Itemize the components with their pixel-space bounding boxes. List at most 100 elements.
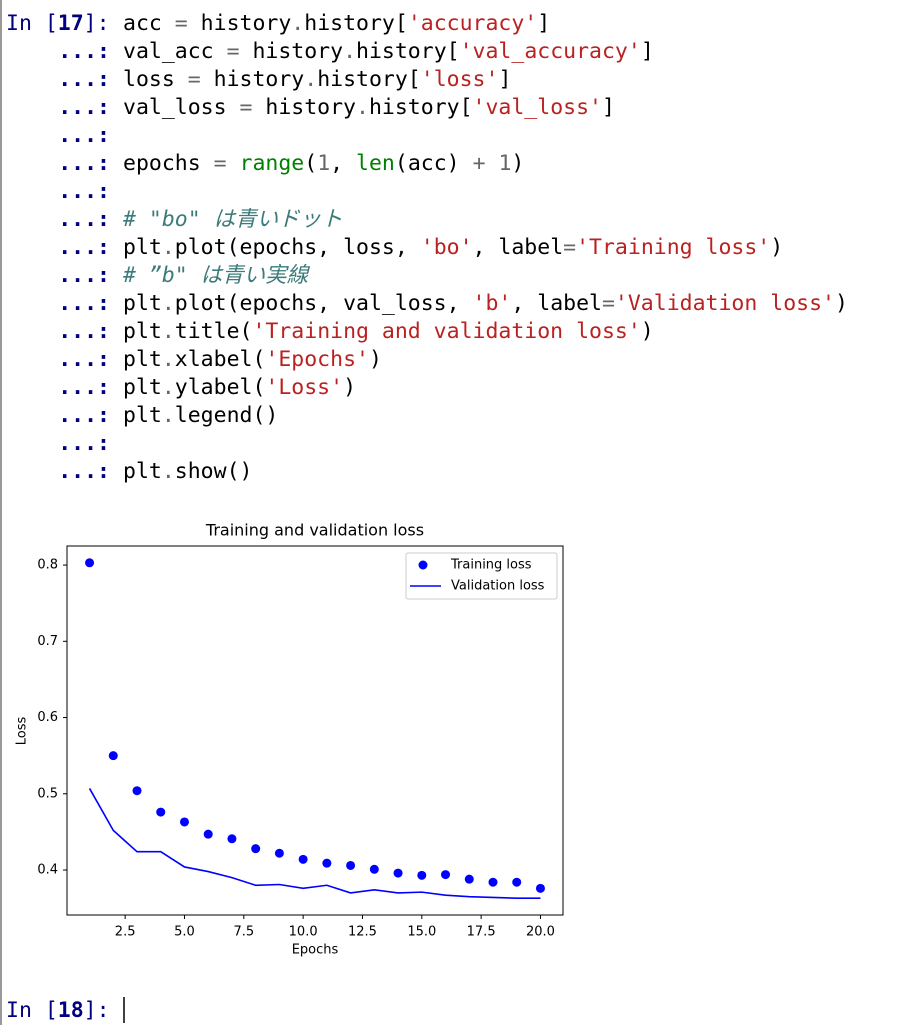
continuation-prompt: ...: (58, 291, 110, 316)
data-point (417, 870, 427, 880)
code-token: = (563, 235, 576, 260)
code-token: In [ (6, 998, 58, 1023)
data-point (512, 877, 522, 887)
code-line: plt.plot(epochs, loss, 'bo', label='Trai… (123, 235, 783, 260)
continuation-prompt: ...: (58, 375, 110, 400)
x-tick-label: 7.5 (233, 925, 254, 940)
code-line: val_acc = history.history['val_accuracy'… (123, 39, 654, 64)
code-token: ]: (84, 998, 110, 1023)
code-token: plt (123, 319, 162, 344)
continuation-prompt: ...: (58, 39, 110, 64)
code-token: legend() (175, 403, 279, 428)
code-token: 18 (58, 998, 84, 1023)
code-token: ] (498, 67, 511, 92)
y-tick-label: 0.6 (37, 710, 58, 725)
code-token: history[ (304, 11, 408, 36)
input-prompt: In [17]: (6, 11, 110, 36)
code-token: epochs (123, 151, 214, 176)
code-token: ) (835, 291, 848, 316)
data-line (88, 788, 541, 900)
code-token: plot(epochs, val_loss, (175, 291, 473, 316)
code-token: In [ (6, 11, 58, 36)
code-token: = (240, 95, 253, 120)
data-point (274, 848, 284, 858)
code-token: history (240, 39, 344, 64)
axes-frame (66, 545, 564, 916)
legend-marker (418, 560, 428, 570)
code-line: # ”b" は青い実線 (122, 263, 311, 288)
x-tick-label: 2.5 (115, 925, 136, 940)
next-prompt: In [18]: (6, 998, 110, 1023)
data-point (251, 844, 261, 854)
code-token: plt (123, 403, 162, 428)
x-tick-label: 15.0 (407, 925, 436, 940)
data-point (108, 751, 118, 761)
code-token: ] (602, 95, 615, 120)
data-point (346, 860, 356, 870)
code-token: val_loss (123, 95, 240, 120)
code-token: history[ (317, 67, 421, 92)
y-tick-label: 0.7 (37, 634, 58, 649)
code-token: ) (641, 319, 654, 344)
code-token: 'Loss' (265, 375, 343, 400)
code-token: , label (511, 291, 602, 316)
continuation-prompt: ...: (58, 431, 110, 456)
x-tick-label: 20.0 (526, 925, 555, 940)
continuation-prompt: ...: (58, 263, 110, 288)
code-token: ]: (84, 11, 110, 36)
data-point (464, 874, 474, 884)
x-tick-label: 17.5 (467, 925, 496, 940)
code-token: history (201, 67, 305, 92)
code-token: 'accuracy' (408, 11, 537, 36)
legend-label: Training loss (450, 558, 532, 573)
code-token: (acc) (395, 151, 473, 176)
code-line: plt.legend() (123, 403, 278, 428)
code-line: plt.title('Training and validation loss'… (123, 319, 654, 344)
code-token: . (162, 459, 175, 484)
code-token: 17 (58, 11, 84, 36)
code-token: history[ (356, 39, 460, 64)
code-token: = (188, 67, 201, 92)
y-tick-label: 0.5 (37, 786, 58, 801)
continuation-prompt: ...: (58, 123, 110, 148)
continuation-prompt: ...: (58, 319, 110, 344)
data-point (488, 877, 498, 887)
code-line: epochs = range(1, len(acc) + 1) (123, 151, 524, 176)
code-token: 'Epochs' (265, 347, 369, 372)
code-line: plt.show() (123, 459, 252, 484)
continuation-prompt: ...: (58, 95, 110, 120)
code-token: history (188, 11, 292, 36)
code-token: . (162, 291, 175, 316)
code-token: 'b' (473, 291, 512, 316)
data-point (369, 864, 379, 874)
code-token: history (252, 95, 356, 120)
x-axis-label: Epochs (292, 943, 339, 958)
code-token: title( (175, 319, 253, 344)
continuation-prompt: ...: (58, 151, 110, 176)
code-token: 'Validation loss' (615, 291, 835, 316)
code-token: plt (123, 459, 162, 484)
code-token: ) (343, 375, 356, 400)
x-tick-label: 5.0 (174, 925, 195, 940)
code-token: + (473, 151, 486, 176)
continuation-prompt: ...: (58, 235, 110, 260)
code-token: . (162, 375, 175, 400)
code-token: len (356, 151, 395, 176)
code-token: ] (537, 11, 550, 36)
code-token: 'Training and validation loss' (252, 319, 640, 344)
code-token: . (162, 347, 175, 372)
x-tick-label: 12.5 (348, 925, 377, 940)
data-point (85, 558, 95, 568)
data-point (322, 858, 332, 868)
code-token: xlabel( (175, 347, 266, 372)
chart-title: Training and validation loss (205, 521, 424, 540)
code-token: . (343, 39, 356, 64)
code-token: # "bo" は青いドット (122, 207, 343, 232)
data-point (227, 834, 237, 844)
code-line: plt.plot(epochs, val_loss, 'b', label='V… (123, 291, 848, 316)
continuation-prompt: ...: (58, 403, 110, 428)
y-axis-label: Loss (15, 717, 30, 746)
code-token: 'Training loss' (576, 235, 770, 260)
code-token: # ”b" は青い実線 (122, 263, 311, 288)
